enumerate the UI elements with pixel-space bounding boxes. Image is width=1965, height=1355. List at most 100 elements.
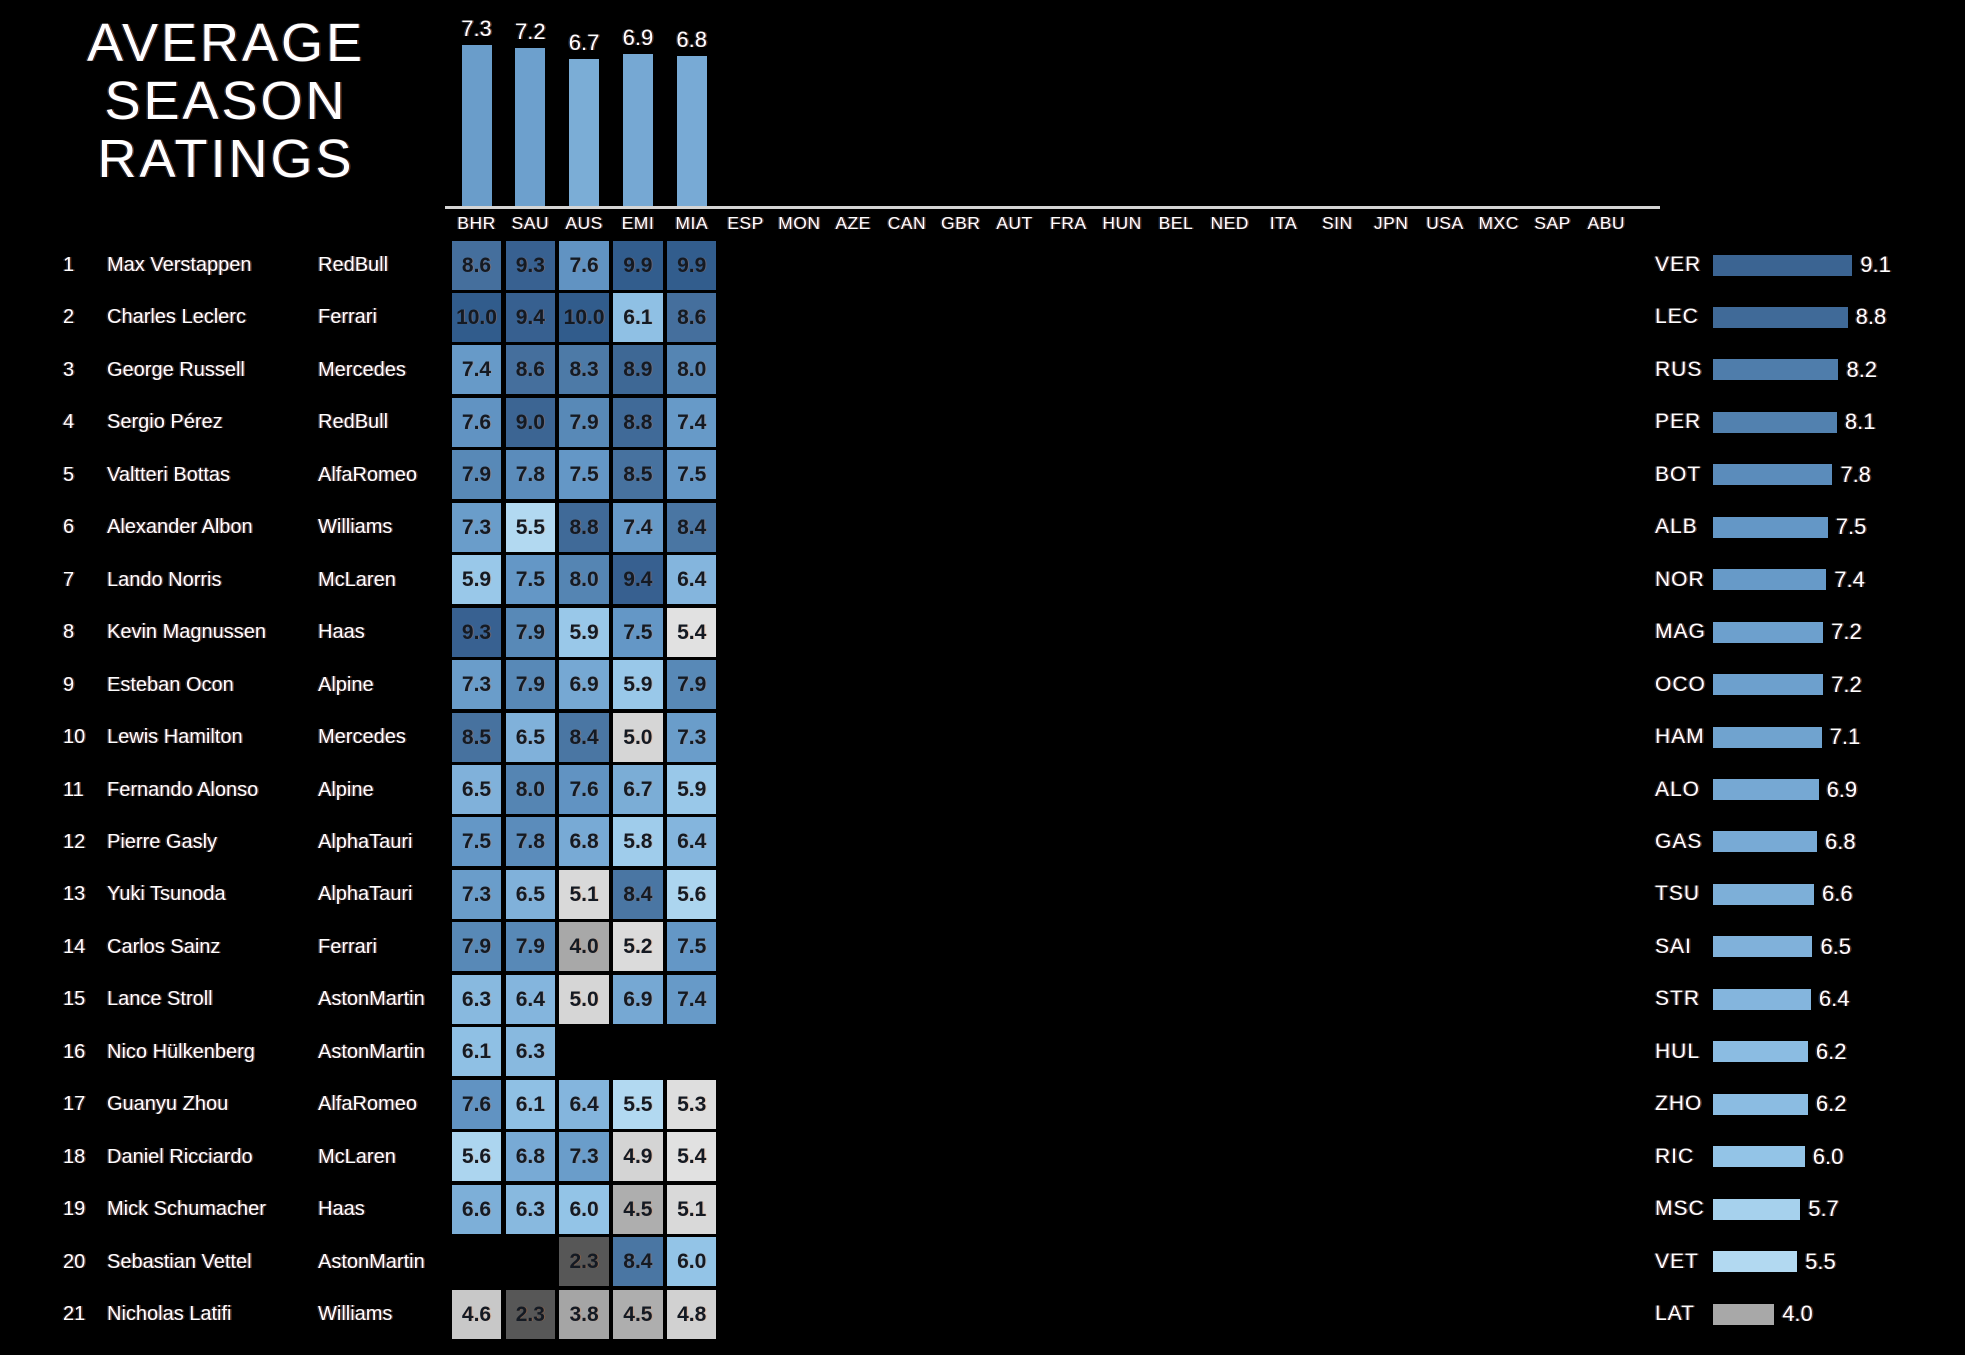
average-season-ratings-chart: AVERAGE SEASON RATINGS 7.37.26.76.96.8 B… — [0, 0, 1965, 1355]
rating-cell-mag-mia: 5.4 — [667, 608, 717, 657]
rank-label: 5 — [63, 462, 74, 488]
rating-cell-oco-mia: 7.9 — [667, 660, 717, 709]
rating-cell-lat-emi: 4.5 — [613, 1290, 663, 1339]
driver-average-value: 6.5 — [1820, 934, 1851, 960]
rating-cell-sai-bhr: 7.9 — [452, 922, 502, 971]
driver-average-value: 7.2 — [1831, 672, 1862, 698]
rating-cell-tsu-emi: 8.4 — [613, 870, 663, 919]
driver-code-label: GAS — [1655, 829, 1702, 855]
rank-label: 7 — [63, 567, 74, 593]
rating-cell-oco-aus: 6.9 — [559, 660, 609, 709]
driver-average-value: 7.8 — [1840, 462, 1871, 488]
driver-average-value: 6.9 — [1827, 777, 1858, 803]
race-average-bar-mia — [677, 56, 707, 206]
team-name: Alpine — [318, 672, 374, 698]
rating-cell-hul-sau: 6.3 — [506, 1027, 556, 1076]
rating-cell-tsu-bhr: 7.3 — [452, 870, 502, 919]
team-name: AlphaTauri — [318, 881, 413, 907]
rating-cell-zho-bhr: 7.6 — [452, 1080, 502, 1129]
rating-cell-lat-bhr: 4.6 — [452, 1290, 502, 1339]
race-code-label-ned: NED — [1203, 210, 1257, 236]
team-name: Haas — [318, 619, 365, 645]
driver-name: Lance Stroll — [107, 986, 213, 1012]
driver-code-label: BOT — [1655, 462, 1701, 488]
race-code-label-can: CAN — [880, 210, 934, 236]
rating-cell-sai-aus: 4.0 — [559, 922, 609, 971]
driver-average-bar — [1713, 255, 1852, 276]
driver-name: Max Verstappen — [107, 252, 252, 278]
rank-label: 17 — [63, 1091, 85, 1117]
rating-cell-alb-bhr: 7.3 — [452, 503, 502, 552]
rating-cell-msc-aus: 6.0 — [559, 1185, 609, 1234]
driver-code-label: RIC — [1655, 1144, 1694, 1170]
driver-average-bar — [1713, 1304, 1774, 1325]
driver-name: Alexander Albon — [107, 514, 253, 540]
rating-cell-gas-mia: 6.4 — [667, 817, 717, 866]
driver-average-value: 6.2 — [1816, 1091, 1847, 1117]
team-name: AstonMartin — [318, 986, 425, 1012]
driver-average-value: 5.7 — [1808, 1196, 1839, 1222]
driver-name: Nico Hülkenberg — [107, 1039, 255, 1065]
driver-name: Guanyu Zhou — [107, 1091, 228, 1117]
rank-label: 16 — [63, 1039, 85, 1065]
rating-cell-alb-aus: 8.8 — [559, 503, 609, 552]
rating-cell-alo-mia: 5.9 — [667, 765, 717, 814]
driver-code-label: OCO — [1655, 672, 1706, 698]
driver-average-value: 8.2 — [1846, 357, 1877, 383]
rating-cell-per-aus: 7.9 — [559, 398, 609, 447]
rank-label: 12 — [63, 829, 85, 855]
race-code-label-mon: MON — [772, 210, 826, 236]
rating-cell-ric-bhr: 5.6 — [452, 1132, 502, 1181]
rating-cell-lat-mia: 4.8 — [667, 1290, 717, 1339]
rating-cell-zho-aus: 6.4 — [559, 1080, 609, 1129]
race-average-bar-sau — [515, 48, 545, 206]
race-code-label-emi: EMI — [611, 210, 665, 236]
team-name: Haas — [318, 1196, 365, 1222]
rating-cell-str-emi: 6.9 — [613, 975, 663, 1024]
rating-cell-bot-emi: 8.5 — [613, 450, 663, 499]
rank-label: 3 — [63, 357, 74, 383]
rating-cell-ver-sau: 9.3 — [506, 241, 556, 290]
driver-average-bar — [1713, 936, 1812, 957]
driver-name: Nicholas Latifi — [107, 1301, 232, 1327]
rating-cell-nor-mia: 6.4 — [667, 555, 717, 604]
driver-average-value: 9.1 — [1860, 252, 1891, 278]
rating-cell-ham-bhr: 8.5 — [452, 713, 502, 762]
rank-label: 13 — [63, 881, 85, 907]
team-name: Mercedes — [318, 357, 406, 383]
rating-cell-ham-aus: 8.4 — [559, 713, 609, 762]
rating-cell-alo-sau: 8.0 — [506, 765, 556, 814]
team-name: Ferrari — [318, 304, 377, 330]
rating-cell-gas-sau: 7.8 — [506, 817, 556, 866]
driver-name: Yuki Tsunoda — [107, 881, 226, 907]
rating-cell-per-sau: 9.0 — [506, 398, 556, 447]
race-code-label-esp: ESP — [719, 210, 773, 236]
driver-average-value: 6.0 — [1813, 1144, 1844, 1170]
driver-average-bar — [1713, 359, 1838, 380]
race-code-label-gbr: GBR — [934, 210, 988, 236]
team-name: McLaren — [318, 567, 396, 593]
rating-cell-msc-emi: 4.5 — [613, 1185, 663, 1234]
rating-cell-mag-bhr: 9.3 — [452, 608, 502, 657]
driver-average-bar — [1713, 779, 1819, 800]
rating-cell-str-sau: 6.4 — [506, 975, 556, 1024]
driver-average-value: 7.1 — [1830, 724, 1861, 750]
driver-average-value: 7.5 — [1836, 514, 1867, 540]
race-code-label-aus: AUS — [557, 210, 611, 236]
driver-code-label: RUS — [1655, 357, 1702, 383]
driver-code-label: NOR — [1655, 567, 1705, 593]
rating-cell-ver-emi: 9.9 — [613, 241, 663, 290]
rating-cell-lec-bhr: 10.0 — [452, 293, 502, 342]
driver-name: Valtteri Bottas — [107, 462, 230, 488]
race-code-label-aze: AZE — [826, 210, 880, 236]
driver-name: Sergio Pérez — [107, 409, 223, 435]
rating-cell-zho-mia: 5.3 — [667, 1080, 717, 1129]
driver-code-label: VER — [1655, 252, 1701, 278]
rating-cell-ric-mia: 5.4 — [667, 1132, 717, 1181]
rating-cell-rus-sau: 8.6 — [506, 345, 556, 394]
rank-label: 10 — [63, 724, 85, 750]
team-name: Mercedes — [318, 724, 406, 750]
driver-name: Lando Norris — [107, 567, 222, 593]
rating-cell-mag-emi: 7.5 — [613, 608, 663, 657]
page-title: AVERAGE SEASON RATINGS — [0, 14, 452, 188]
